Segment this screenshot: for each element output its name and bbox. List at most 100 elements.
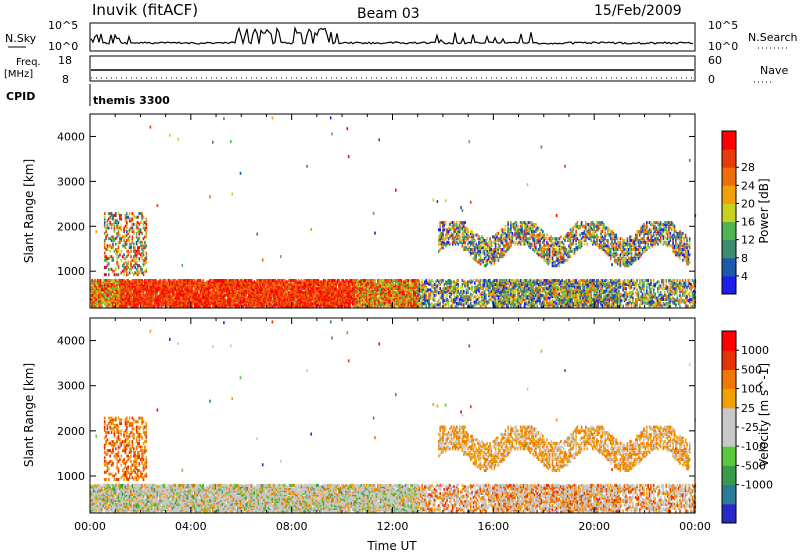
data-cell (427, 299, 429, 302)
data-cell (190, 284, 192, 287)
data-cell (348, 280, 350, 283)
data-cell (249, 283, 251, 286)
data-cell (448, 302, 450, 305)
data-cell (231, 193, 233, 196)
data-cell (256, 279, 258, 282)
data-cell (143, 280, 145, 283)
data-cell (127, 261, 129, 264)
data-cell (378, 279, 380, 282)
data-cell (101, 297, 103, 300)
data-cell (202, 290, 204, 293)
data-cell (202, 279, 204, 282)
data-cell (129, 228, 131, 231)
data-cell (448, 291, 450, 294)
data-cell (108, 257, 110, 260)
freq-left-tick-top: 18 (58, 54, 72, 67)
data-cell (179, 297, 181, 300)
frequency-panel: Freq. [MHz] 18 8 60 0 Nave (4, 54, 788, 86)
data-cell (380, 295, 382, 298)
data-cell (169, 134, 171, 137)
data-cell (463, 290, 465, 293)
data-cell (370, 283, 372, 286)
data-cell (446, 228, 448, 231)
data-cell (107, 279, 109, 282)
data-cell (430, 280, 432, 283)
data-cell (385, 286, 387, 289)
data-cell (146, 235, 148, 238)
data-cell (347, 297, 349, 300)
data-cell (200, 302, 202, 305)
data-cell (290, 290, 292, 293)
data-cell (144, 227, 146, 230)
data-cell (302, 291, 304, 294)
data-cell (140, 241, 142, 244)
data-cell (428, 283, 430, 286)
data-cell (435, 303, 437, 306)
data-cell (212, 279, 214, 282)
data-cell (277, 283, 279, 286)
data-cell (115, 243, 117, 246)
data-cell (449, 295, 451, 298)
data-cell (144, 279, 146, 282)
data-cell (445, 291, 447, 294)
data-cell (108, 262, 110, 265)
data-cell (126, 279, 128, 282)
data-cell (169, 279, 171, 282)
data-cell (445, 199, 447, 202)
data-cell (119, 234, 121, 237)
data-cell (168, 290, 170, 293)
data-cell (243, 280, 245, 283)
data-cell (129, 271, 131, 274)
data-cell (310, 279, 312, 282)
data-cell (434, 283, 436, 286)
data-cell (378, 138, 380, 141)
data-cell (126, 268, 128, 271)
data-cell (428, 288, 430, 291)
data-cell (287, 294, 289, 297)
data-cell (133, 273, 135, 276)
data-cell (403, 280, 405, 283)
data-cell (146, 223, 148, 226)
data-cell (448, 241, 450, 244)
data-cell (312, 302, 314, 305)
data-cell (127, 250, 129, 253)
data-cell (229, 279, 231, 282)
data-cell (132, 235, 134, 238)
data-cell (139, 223, 141, 226)
data-cell (147, 287, 149, 290)
data-cell (420, 302, 422, 305)
data-cell (462, 299, 464, 302)
data-cell (140, 291, 142, 294)
data-cell (233, 298, 235, 301)
data-cell (377, 297, 379, 300)
data-cell (247, 297, 249, 300)
data-cell (452, 299, 454, 302)
data-cell (243, 288, 245, 291)
data-cell (464, 284, 466, 287)
data-cell (132, 212, 134, 215)
data-cell (374, 279, 376, 282)
data-cell (101, 282, 103, 285)
data-cell (452, 241, 454, 244)
data-cell (338, 279, 340, 282)
data-cell (405, 294, 407, 297)
data-cell (126, 230, 128, 233)
data-cell (470, 252, 472, 255)
freq-label-1: Freq. (16, 57, 41, 68)
data-cell (188, 279, 190, 282)
data-cell (313, 283, 315, 286)
data-cell (209, 195, 211, 198)
data-cell (272, 279, 274, 282)
data-cell (444, 221, 446, 224)
data-cell (129, 243, 131, 246)
data-cell (129, 235, 131, 238)
data-cell (122, 235, 124, 238)
data-cell (363, 288, 365, 291)
date-title: 15/Feb/2009 (594, 3, 682, 19)
data-cell (317, 294, 319, 297)
data-cell (316, 279, 318, 282)
data-cell (198, 294, 200, 297)
data-cell (401, 297, 403, 300)
data-cell (416, 279, 418, 282)
data-cell (127, 273, 129, 276)
